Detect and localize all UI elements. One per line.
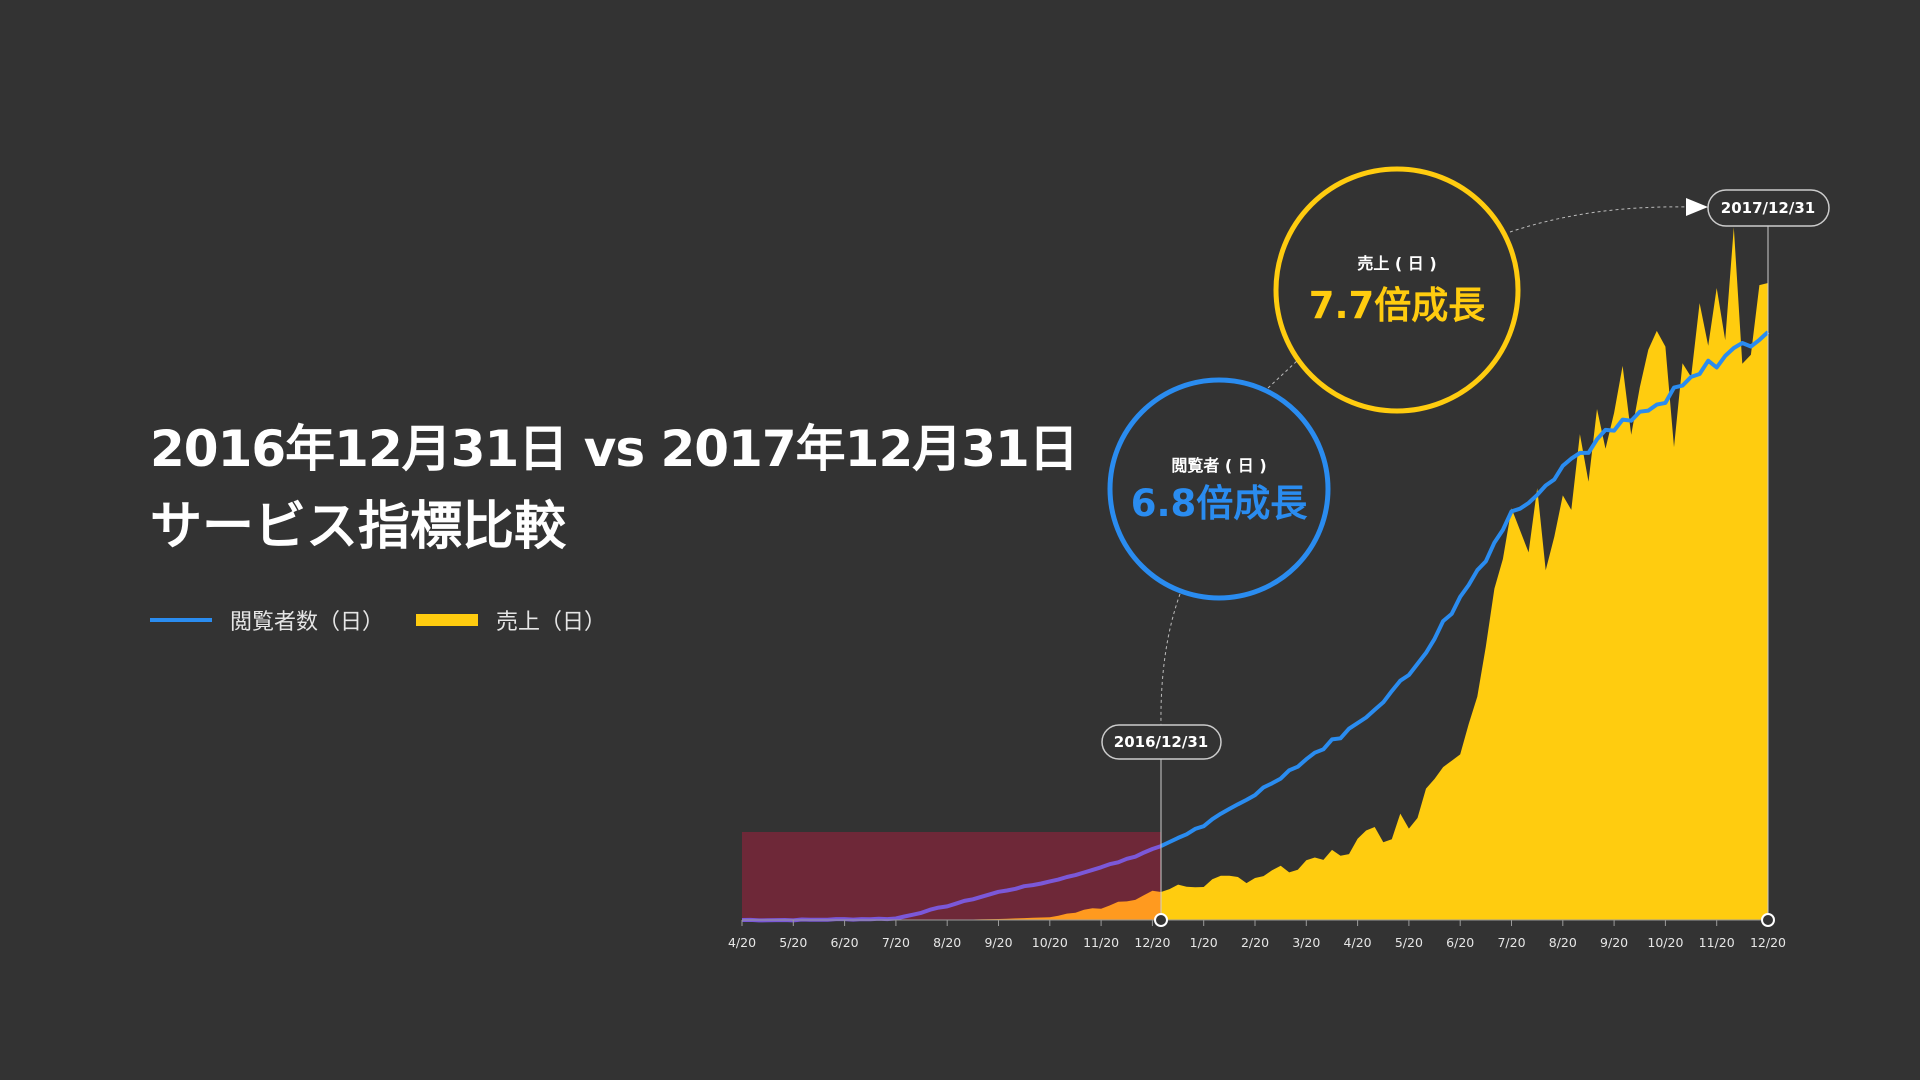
x-tick-label: 9/20 — [984, 935, 1012, 950]
sales-growth-callout: 売上 ( 日 ) 7.7倍成長 — [1273, 166, 1521, 414]
legend-item-viewers: 閲覧者数（日） — [150, 604, 384, 636]
end-date-label: 2017/12/31 — [1721, 199, 1815, 217]
end-connector — [1509, 206, 1691, 233]
x-tick-label: 12/20 — [1750, 935, 1786, 950]
x-tick-label: 5/20 — [1395, 935, 1423, 950]
x-tick-label: 12/20 — [1134, 935, 1170, 950]
x-tick-label: 11/20 — [1699, 935, 1735, 950]
plot-area — [741, 227, 1770, 923]
x-tick-label: 10/20 — [1647, 935, 1683, 950]
sales-growth-value: 7.7倍成長 — [1309, 284, 1487, 327]
sales-growth-circle — [1273, 166, 1521, 414]
x-tick-label: 1/20 — [1190, 935, 1218, 950]
viewers-growth-label: 閲覧者 ( 日 ) — [1171, 456, 1266, 475]
viewers-growth-value: 6.8倍成長 — [1131, 482, 1309, 525]
sales-growth-label: 売上 ( 日 ) — [1357, 254, 1436, 273]
sales-area-2016 — [742, 890, 1161, 920]
legend-sales-swatch — [416, 614, 479, 626]
page-subtitle: サービス指標比較 — [150, 497, 567, 557]
x-tick-label: 7/20 — [1497, 935, 1525, 950]
viewers-line-2017 — [1160, 330, 1770, 848]
legend: 閲覧者数（日） 売上（日） — [150, 604, 638, 636]
x-tick-label: 9/20 — [1600, 935, 1628, 950]
sales-area-2017 — [1161, 227, 1768, 920]
x-tick-label: 7/20 — [882, 935, 910, 950]
start-point — [1154, 913, 1168, 927]
x-tick-label: 8/20 — [1549, 935, 1577, 950]
start-date-pill — [1101, 724, 1222, 760]
start-date-label: 2016/12/31 — [1114, 733, 1208, 751]
title-block: 2016年12月31日 vs 2017年12月31日 サービス指標比較 — [150, 410, 1079, 566]
viewers-growth-callout: 閲覧者 ( 日 ) 6.8倍成長 — [1107, 377, 1331, 601]
end-arrow-icon — [1686, 198, 1708, 216]
circle-connector — [1267, 359, 1299, 389]
end-date-pill — [1707, 189, 1830, 227]
x-tick-label: 6/20 — [1446, 935, 1474, 950]
end-point — [1761, 913, 1775, 927]
legend-viewers-swatch — [150, 618, 212, 622]
x-tick-label: 3/20 — [1292, 935, 1320, 950]
x-tick-label: 10/20 — [1032, 935, 1068, 950]
end-marker: 2017/12/31 — [1707, 189, 1830, 927]
x-tick-label: 8/20 — [933, 935, 961, 950]
x-tick-label: 6/20 — [831, 935, 859, 950]
x-axis-ticks: 4/20 5/20 6/20 7/20 8/20 9/20 10/20 11/20 12/20 1… — [728, 920, 1786, 950]
x-tick-label: 2/20 — [1241, 935, 1269, 950]
start-marker: 2016/12/31 — [1101, 724, 1222, 927]
start-connector — [1160, 593, 1181, 726]
legend-item-sales: 売上（日） — [416, 604, 606, 636]
legend-viewers-label: 閲覧者数（日） — [230, 610, 385, 635]
viewers-growth-circle — [1107, 377, 1331, 601]
page-title: 2016年12月31日 vs 2017年12月31日 — [150, 420, 1079, 478]
x-tick-label: 4/20 — [1344, 935, 1372, 950]
legend-sales-label: 売上（日） — [496, 610, 607, 635]
x-tick-label: 11/20 — [1083, 935, 1119, 950]
x-tick-label: 5/20 — [779, 935, 807, 950]
x-tick-label: 4/20 — [728, 935, 756, 950]
